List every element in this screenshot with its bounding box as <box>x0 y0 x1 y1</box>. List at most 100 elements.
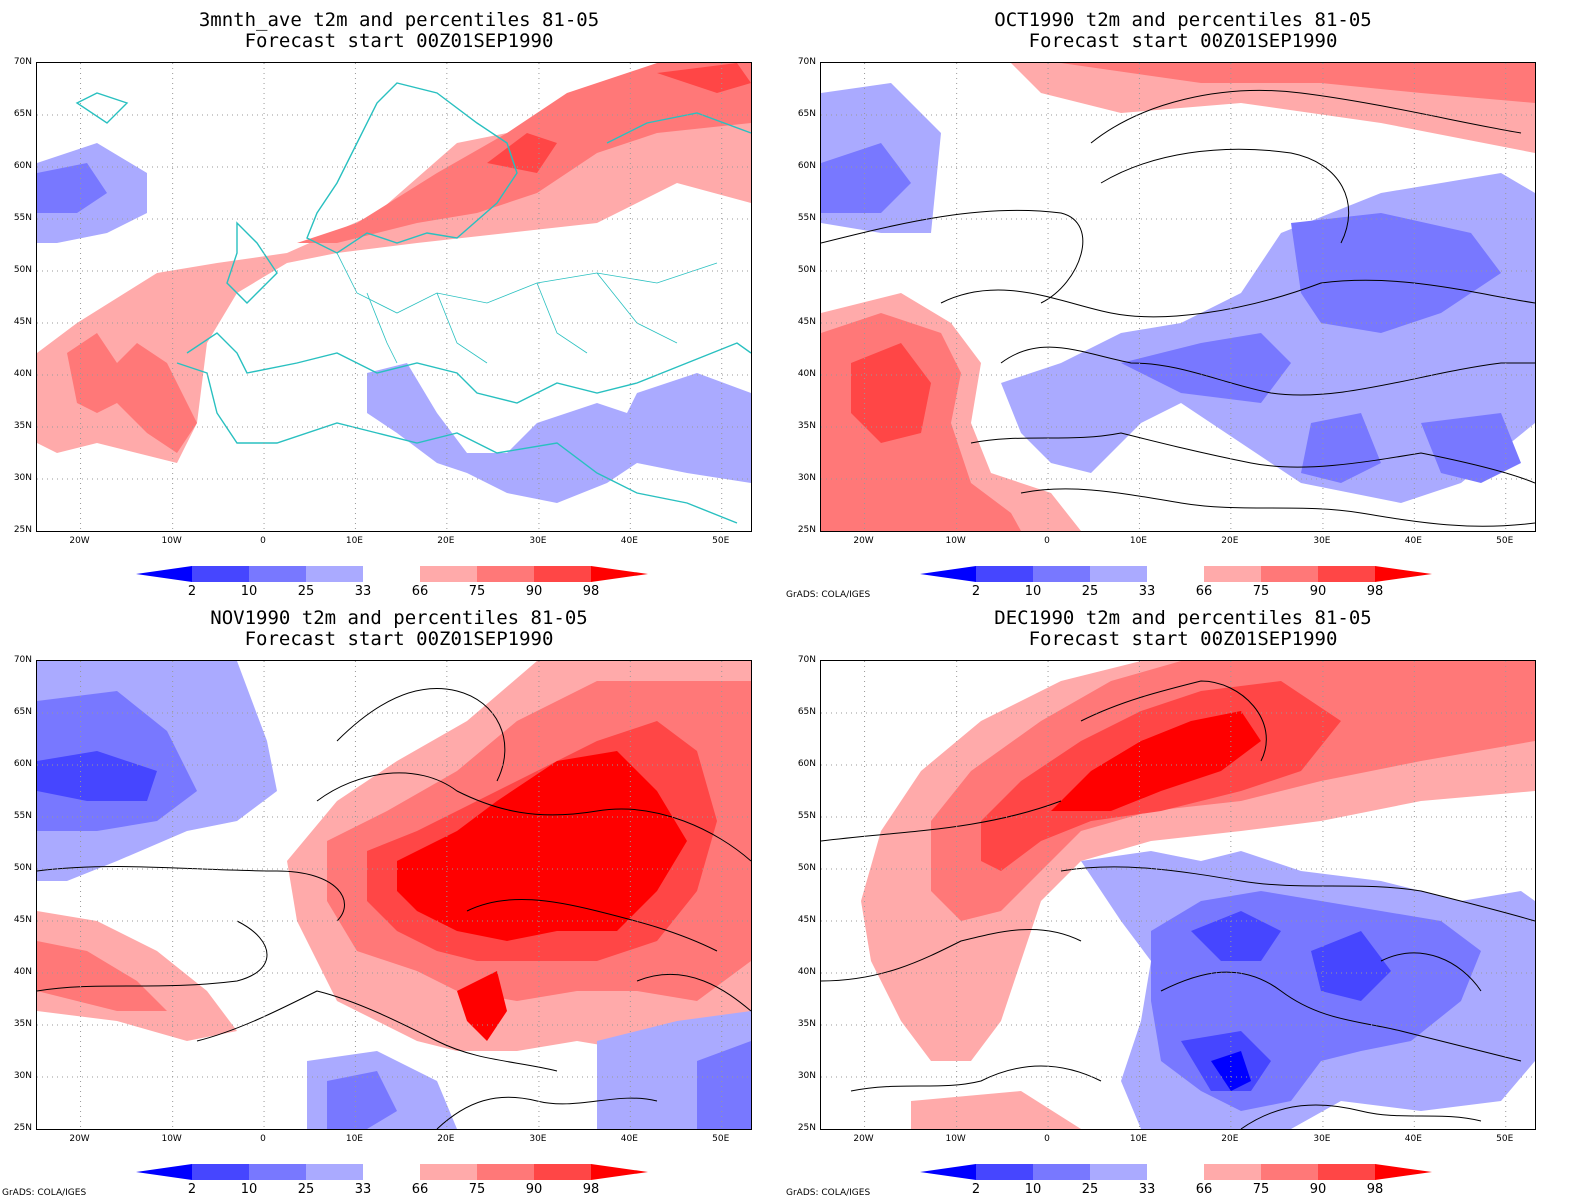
lat-label: 70N <box>13 57 32 67</box>
lat-label: 65N <box>797 707 816 717</box>
colorbar-label: 25 <box>297 584 315 599</box>
lon-label: 20W <box>69 1134 90 1144</box>
lat-label: 25N <box>797 1123 816 1133</box>
panel-subtitle: Forecast start 00Z01SEP1990 <box>1028 628 1338 650</box>
credit-text: GrADS: COLA/IGES <box>786 1188 871 1198</box>
colorbar-label: 90 <box>1309 1182 1327 1197</box>
lat-label: 50N <box>797 265 816 275</box>
lon-label: 10E <box>345 1134 363 1144</box>
colorbar-label: 98 <box>1366 1182 1384 1197</box>
colorbar-label: 2 <box>971 584 981 599</box>
colorbar-label: 10 <box>240 584 258 599</box>
lat-label: 45N <box>13 915 32 925</box>
lon-label: 20E <box>437 1134 455 1144</box>
lon-label: 40E <box>620 536 638 546</box>
map-svg <box>37 63 751 531</box>
lon-label: 20E <box>1221 1134 1239 1144</box>
colorbar-label: 98 <box>582 584 600 599</box>
map-area <box>820 660 1536 1130</box>
colorbar-label: 25 <box>1081 1182 1099 1197</box>
lon-label: 10E <box>1129 1134 1147 1144</box>
colorbar-label: 25 <box>297 1182 315 1197</box>
lat-label: 70N <box>797 655 816 665</box>
colorbar-label: 66 <box>1195 1182 1213 1197</box>
panel-subtitle: Forecast start 00Z01SEP1990 <box>244 628 554 650</box>
colorbar-label: 10 <box>1024 584 1042 599</box>
map-area <box>36 660 752 1130</box>
lon-label: 30E <box>1313 1134 1331 1144</box>
gridlines <box>37 63 751 531</box>
map-area <box>36 62 752 532</box>
panel-subtitle: Forecast start 00Z01SEP1990 <box>244 30 554 52</box>
lat-label: 45N <box>797 317 816 327</box>
lat-label: 60N <box>797 759 816 769</box>
lon-label: 40E <box>1404 1134 1422 1144</box>
lat-label: 55N <box>797 213 816 223</box>
panel-3month: 3mnth_ave t2m and percentiles 81-05 Fore… <box>0 0 798 599</box>
colorbar <box>136 566 656 586</box>
lon-label: 50E <box>712 1134 730 1144</box>
lat-label: 55N <box>797 811 816 821</box>
colorbar-label: 10 <box>1024 1182 1042 1197</box>
lon-label: 20E <box>1221 536 1239 546</box>
gridlines <box>821 63 1535 531</box>
colorbar-label: 33 <box>354 584 372 599</box>
colorbar-label: 90 <box>525 1182 543 1197</box>
panel-oct1990: OCT1990 t2m and percentiles 81-05 Foreca… <box>784 0 1582 600</box>
panel-title: 3mnth_ave t2m and percentiles 81-05 <box>198 9 600 31</box>
colorbar-label: 33 <box>1138 1182 1156 1197</box>
colorbar-svg <box>136 1164 648 1180</box>
colorbar-label: 10 <box>240 1182 258 1197</box>
colorbar-label: 2 <box>187 584 197 599</box>
colorbar-svg <box>920 1164 1432 1180</box>
lat-label: 40N <box>797 967 816 977</box>
lat-label: 30N <box>13 473 32 483</box>
lon-label: 50E <box>712 536 730 546</box>
lon-label: 20W <box>853 536 874 546</box>
colorbar <box>920 1164 1440 1184</box>
lat-label: 35N <box>797 1019 816 1029</box>
lon-label: 20W <box>853 1134 874 1144</box>
map-area <box>820 62 1536 532</box>
lat-label: 50N <box>797 863 816 873</box>
lon-label: 0 <box>1044 536 1050 546</box>
lat-label: 35N <box>13 421 32 431</box>
lat-label: 35N <box>13 1019 32 1029</box>
lat-label: 70N <box>797 57 816 67</box>
lat-label: 40N <box>13 967 32 977</box>
panel-title: DEC1990 t2m and percentiles 81-05 <box>994 607 1372 629</box>
lon-label: 0 <box>260 536 266 546</box>
colorbar-label: 75 <box>1252 584 1270 599</box>
lon-label: 10W <box>945 1134 966 1144</box>
colorbar-label: 90 <box>1309 584 1327 599</box>
colorbar-label: 33 <box>354 1182 372 1197</box>
lon-label: 20W <box>69 536 90 546</box>
lat-label: 50N <box>13 863 32 873</box>
colorbar-label: 66 <box>411 1182 429 1197</box>
colorbar-label: 75 <box>1252 1182 1270 1197</box>
lat-label: 40N <box>13 369 32 379</box>
colorbar <box>920 566 1440 586</box>
panel-title: NOV1990 t2m and percentiles 81-05 <box>210 607 588 629</box>
gridlines <box>821 661 1535 1129</box>
lat-label: 25N <box>13 1123 32 1133</box>
lat-label: 60N <box>13 759 32 769</box>
lat-label: 30N <box>797 1071 816 1081</box>
lat-label: 30N <box>797 473 816 483</box>
colorbar-svg <box>920 566 1432 582</box>
panel-nov1990: NOV1990 t2m and percentiles 81-05 Foreca… <box>0 598 798 1198</box>
lon-label: 20E <box>437 536 455 546</box>
lon-label: 0 <box>260 1134 266 1144</box>
colorbar-label: 75 <box>468 1182 486 1197</box>
colorbar-label: 2 <box>971 1182 981 1197</box>
lat-label: 60N <box>797 161 816 171</box>
panel-subtitle: Forecast start 00Z01SEP1990 <box>1028 30 1338 52</box>
lon-label: 30E <box>1313 536 1331 546</box>
lat-label: 65N <box>13 707 32 717</box>
lat-label: 35N <box>797 421 816 431</box>
lat-label: 65N <box>13 109 32 119</box>
lon-label: 10W <box>161 536 182 546</box>
colorbar-label: 66 <box>1195 584 1213 599</box>
colorbar-label: 25 <box>1081 584 1099 599</box>
lat-label: 50N <box>13 265 32 275</box>
